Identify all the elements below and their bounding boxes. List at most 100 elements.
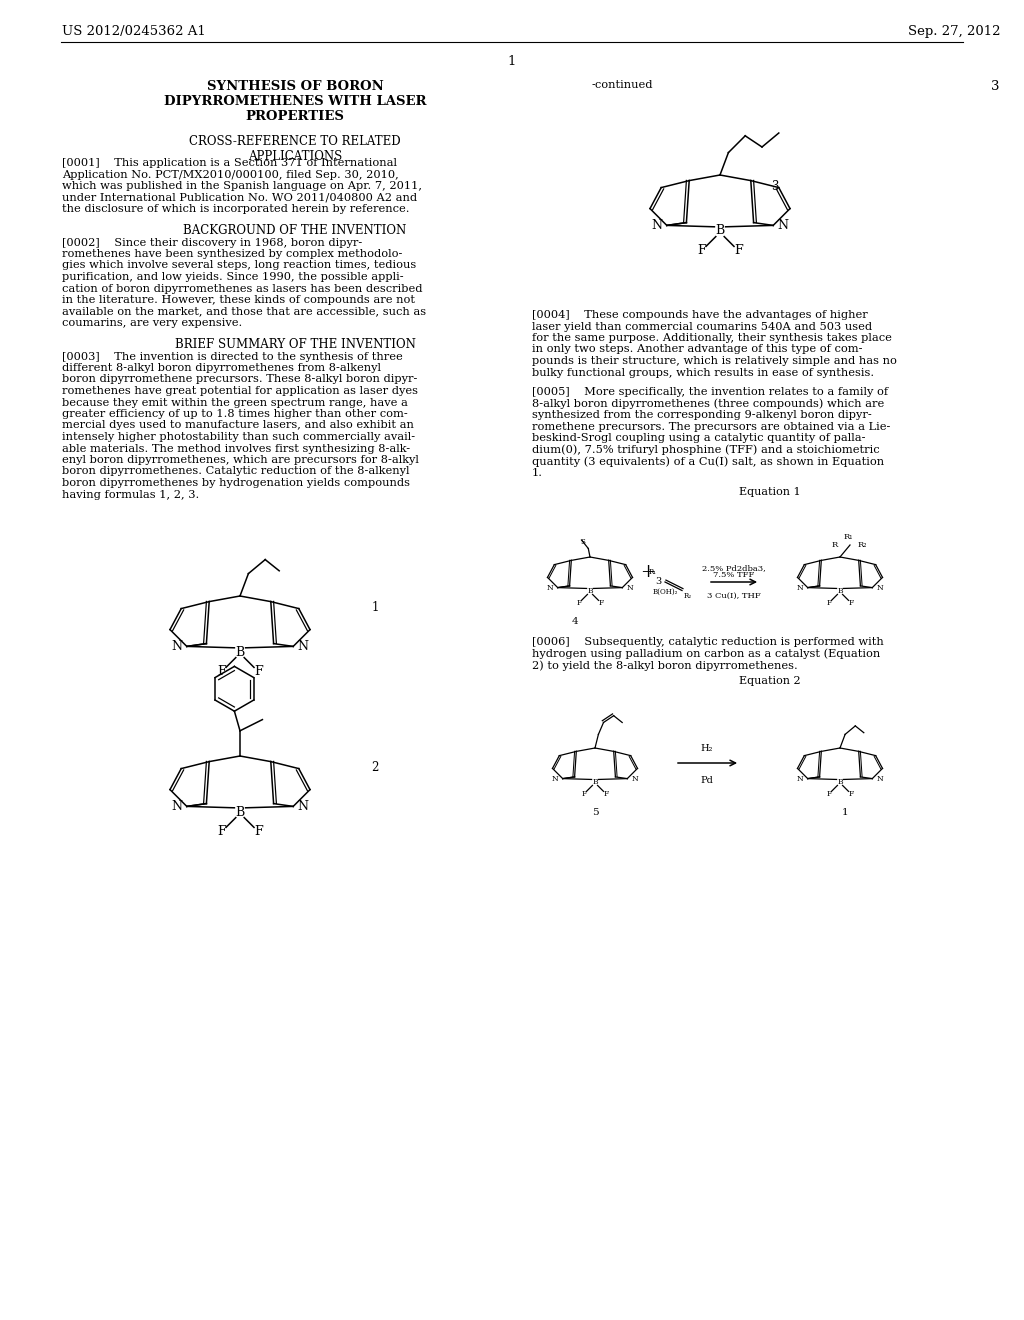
Text: -continued: -continued xyxy=(592,81,653,90)
Text: in the literature. However, these kinds of compounds are not: in the literature. However, these kinds … xyxy=(62,294,415,305)
Text: in only two steps. Another advantage of this type of com-: in only two steps. Another advantage of … xyxy=(532,345,862,355)
Text: dium(0), 7.5% trifuryl phosphine (TFF) and a stoichiometric: dium(0), 7.5% trifuryl phosphine (TFF) a… xyxy=(532,445,880,455)
Text: N: N xyxy=(877,775,883,783)
Text: +: + xyxy=(640,564,655,581)
Text: romethene precursors. The precursors are obtained via a Lie-: romethene precursors. The precursors are… xyxy=(532,421,891,432)
Text: intensely higher photostability than such commercially avail-: intensely higher photostability than suc… xyxy=(62,432,415,442)
Text: N: N xyxy=(552,775,559,783)
Text: F: F xyxy=(826,599,831,607)
Text: F: F xyxy=(577,599,582,607)
Text: B: B xyxy=(592,777,598,785)
Text: B: B xyxy=(838,777,843,785)
Text: F: F xyxy=(849,789,854,797)
Text: 1: 1 xyxy=(372,601,379,614)
Text: [0003]    The invention is directed to the synthesis of three: [0003] The invention is directed to the … xyxy=(62,351,402,362)
Text: R₁: R₁ xyxy=(844,533,853,541)
Text: laser yield than commercial coumarins 540A and 503 used: laser yield than commercial coumarins 54… xyxy=(532,322,872,331)
Text: F: F xyxy=(697,244,707,257)
Text: 7.5% TFF: 7.5% TFF xyxy=(714,572,755,579)
Text: gies which involve several steps, long reaction times, tedious: gies which involve several steps, long r… xyxy=(62,260,416,271)
Text: able materials. The method involves first synthesizing 8-alk-: able materials. The method involves firs… xyxy=(62,444,411,454)
Text: boron dipyrromethenes. Catalytic reduction of the 8-alkenyl: boron dipyrromethenes. Catalytic reducti… xyxy=(62,466,410,477)
Text: N: N xyxy=(877,583,883,591)
Text: 3: 3 xyxy=(771,180,778,193)
Text: having formulas 1, 2, 3.: having formulas 1, 2, 3. xyxy=(62,490,200,499)
Text: for the same purpose. Additionally, their synthesis takes place: for the same purpose. Additionally, thei… xyxy=(532,333,892,343)
Text: N: N xyxy=(627,583,633,591)
Text: different 8-alkyl boron dipyrromethenes from 8-alkenyl: different 8-alkyl boron dipyrromethenes … xyxy=(62,363,381,374)
Text: under International Publication No. WO 2011/040800 A2 and: under International Publication No. WO 2… xyxy=(62,193,417,202)
Text: N: N xyxy=(652,219,663,232)
Text: romethenes have great potential for application as laser dyes: romethenes have great potential for appl… xyxy=(62,385,418,396)
Text: SYNTHESIS OF BORON
DIPYRROMETHENES WITH LASER
PROPERTIES: SYNTHESIS OF BORON DIPYRROMETHENES WITH … xyxy=(164,81,426,123)
Text: 1: 1 xyxy=(842,808,848,817)
Text: H₂: H₂ xyxy=(700,744,713,752)
Text: 2.5% Pd2dba3,: 2.5% Pd2dba3, xyxy=(702,564,766,572)
Text: R₂: R₂ xyxy=(858,541,867,549)
Text: R₁: R₁ xyxy=(649,568,657,576)
Text: B: B xyxy=(587,587,593,595)
Text: the disclosure of which is incorporated herein by reference.: the disclosure of which is incorporated … xyxy=(62,205,410,214)
Text: B: B xyxy=(716,224,725,238)
Text: greater efficiency of up to 1.8 times higher than other com-: greater efficiency of up to 1.8 times hi… xyxy=(62,409,408,418)
Text: F: F xyxy=(603,789,608,797)
Text: quantity (3 equivalents) of a Cu(I) salt, as shown in Equation: quantity (3 equivalents) of a Cu(I) salt… xyxy=(532,455,884,466)
Text: 3: 3 xyxy=(655,578,662,586)
Text: N: N xyxy=(797,775,804,783)
Text: [0002]    Since their discovery in 1968, boron dipyr-: [0002] Since their discovery in 1968, bo… xyxy=(62,238,362,248)
Text: synthesized from the corresponding 9-alkenyl boron dipyr-: synthesized from the corresponding 9-alk… xyxy=(532,411,871,420)
Text: Equation 2: Equation 2 xyxy=(739,676,801,686)
Text: F: F xyxy=(582,789,587,797)
Text: US 2012/0245362 A1: US 2012/0245362 A1 xyxy=(62,25,206,38)
Text: Pd: Pd xyxy=(700,776,714,785)
Text: 2: 2 xyxy=(372,762,379,774)
Text: Application No. PCT/MX2010/000100, filed Sep. 30, 2010,: Application No. PCT/MX2010/000100, filed… xyxy=(62,169,398,180)
Text: beskind-Srogl coupling using a catalytic quantity of palla-: beskind-Srogl coupling using a catalytic… xyxy=(532,433,865,444)
Text: CROSS-REFERENCE TO RELATED
APPLICATIONS: CROSS-REFERENCE TO RELATED APPLICATIONS xyxy=(189,135,400,162)
Text: F: F xyxy=(734,244,742,257)
Text: N: N xyxy=(172,640,183,653)
Text: B(OH)₂: B(OH)₂ xyxy=(652,587,678,597)
Text: R₂: R₂ xyxy=(684,593,692,601)
Text: 3: 3 xyxy=(991,81,1000,92)
Text: which was published in the Spanish language on Apr. 7, 2011,: which was published in the Spanish langu… xyxy=(62,181,422,191)
Text: N: N xyxy=(632,775,638,783)
Text: 2) to yield the 8-alkyl boron dipyrromethenes.: 2) to yield the 8-alkyl boron dipyrromet… xyxy=(532,660,798,671)
Text: B: B xyxy=(236,645,245,659)
Text: enyl boron dipyrromethenes, which are precursors for 8-alkyl: enyl boron dipyrromethenes, which are pr… xyxy=(62,455,419,465)
Text: S: S xyxy=(581,539,586,546)
Text: BRIEF SUMMARY OF THE INVENTION: BRIEF SUMMARY OF THE INVENTION xyxy=(174,338,416,351)
Text: boron dipyrromethenes by hydrogenation yields compounds: boron dipyrromethenes by hydrogenation y… xyxy=(62,478,410,488)
Text: F: F xyxy=(849,599,854,607)
Text: R: R xyxy=(831,541,838,549)
Text: 1.: 1. xyxy=(532,467,543,478)
Text: available on the market, and those that are accessible, such as: available on the market, and those that … xyxy=(62,306,426,317)
Text: 8-alkyl boron dipyrromethenes (three compounds) which are: 8-alkyl boron dipyrromethenes (three com… xyxy=(532,399,885,409)
Text: 1: 1 xyxy=(508,55,516,69)
Text: B: B xyxy=(236,805,245,818)
Text: F: F xyxy=(217,665,226,678)
Text: 3 Cu(I), THF: 3 Cu(I), THF xyxy=(708,591,761,601)
Text: N: N xyxy=(547,583,554,591)
Text: F: F xyxy=(217,825,226,838)
Text: N: N xyxy=(777,219,788,232)
Text: boron dipyrromethene precursors. These 8-alkyl boron dipyr-: boron dipyrromethene precursors. These 8… xyxy=(62,375,418,384)
Text: [0001]    This application is a Section 371 of International: [0001] This application is a Section 371… xyxy=(62,158,397,168)
Text: F: F xyxy=(598,599,604,607)
Text: 5: 5 xyxy=(592,808,598,817)
Text: N: N xyxy=(797,583,804,591)
Text: mercial dyes used to manufacture lasers, and also exhibit an: mercial dyes used to manufacture lasers,… xyxy=(62,421,414,430)
Text: [0005]    More specifically, the invention relates to a family of: [0005] More specifically, the invention … xyxy=(532,387,888,397)
Text: F: F xyxy=(826,789,831,797)
Text: 4: 4 xyxy=(571,616,579,626)
Text: F: F xyxy=(254,825,262,838)
Text: coumarins, are very expensive.: coumarins, are very expensive. xyxy=(62,318,243,327)
Text: cation of boron dipyrromethenes as lasers has been described: cation of boron dipyrromethenes as laser… xyxy=(62,284,423,293)
Text: Sep. 27, 2012: Sep. 27, 2012 xyxy=(907,25,1000,38)
Text: romethenes have been synthesized by complex methodolo-: romethenes have been synthesized by comp… xyxy=(62,249,402,259)
Text: B: B xyxy=(838,587,843,595)
Text: F: F xyxy=(254,665,262,678)
Text: [0004]    These compounds have the advantages of higher: [0004] These compounds have the advantag… xyxy=(532,310,867,319)
Text: BACKGROUND OF THE INVENTION: BACKGROUND OF THE INVENTION xyxy=(183,223,407,236)
Text: pounds is their structure, which is relatively simple and has no: pounds is their structure, which is rela… xyxy=(532,356,897,366)
